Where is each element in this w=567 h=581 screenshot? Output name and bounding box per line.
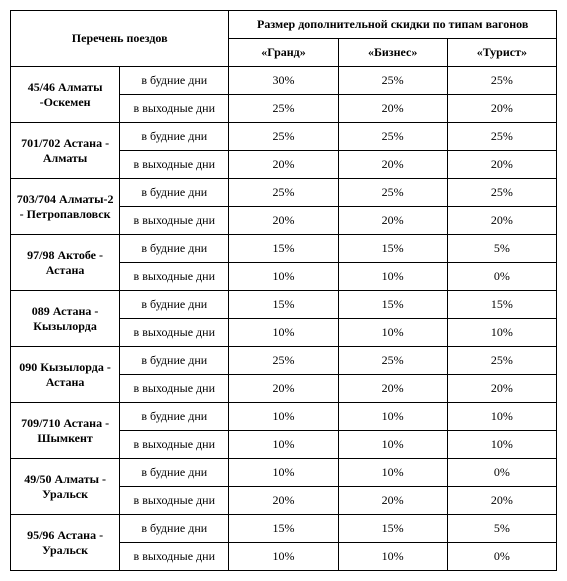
day-type-weekday: в будние дни [120, 123, 229, 151]
discount-value: 10% [229, 431, 338, 459]
train-name: 701/702 Астана - Алматы [11, 123, 120, 179]
header-grand: «Гранд» [229, 39, 338, 67]
discount-value: 20% [338, 151, 447, 179]
train-name: 709/710 Астана - Шымкент [11, 403, 120, 459]
day-type-weekday: в будние дни [120, 515, 229, 543]
discount-value: 20% [229, 487, 338, 515]
day-type-weekday: в будние дни [120, 67, 229, 95]
discount-value: 25% [229, 179, 338, 207]
day-type-weekend: в выходные дни [120, 95, 229, 123]
discount-value: 25% [229, 123, 338, 151]
discount-value: 25% [229, 95, 338, 123]
discount-value: 20% [447, 95, 556, 123]
discount-value: 10% [338, 263, 447, 291]
header-trains: Перечень поездов [11, 11, 229, 67]
discount-value: 15% [338, 235, 447, 263]
discount-value: 10% [447, 403, 556, 431]
discount-value: 30% [229, 67, 338, 95]
train-name: 97/98 Актобе - Астана [11, 235, 120, 291]
discount-value: 25% [447, 347, 556, 375]
day-type-weekend: в выходные дни [120, 151, 229, 179]
discount-value: 15% [229, 235, 338, 263]
day-type-weekend: в выходные дни [120, 431, 229, 459]
discount-value: 10% [338, 431, 447, 459]
discount-value: 25% [447, 179, 556, 207]
discount-value: 10% [338, 319, 447, 347]
discount-value: 25% [229, 347, 338, 375]
discount-value: 10% [338, 459, 447, 487]
header-business: «Бизнес» [338, 39, 447, 67]
discount-value: 20% [229, 375, 338, 403]
train-name: 95/96 Астана - Уральск [11, 515, 120, 571]
discount-value: 10% [447, 431, 556, 459]
day-type-weekday: в будние дни [120, 291, 229, 319]
discount-value: 25% [338, 67, 447, 95]
day-type-weekend: в выходные дни [120, 263, 229, 291]
day-type-weekday: в будние дни [120, 459, 229, 487]
discount-value: 20% [447, 375, 556, 403]
header-tourist: «Турист» [447, 39, 556, 67]
discount-value: 5% [447, 235, 556, 263]
discount-value: 20% [229, 151, 338, 179]
discount-value: 25% [338, 347, 447, 375]
discount-value: 0% [447, 459, 556, 487]
day-type-weekday: в будние дни [120, 347, 229, 375]
discount-table: Перечень поездов Размер дополнительной с… [10, 10, 557, 571]
discount-value: 20% [338, 207, 447, 235]
discount-value: 5% [447, 515, 556, 543]
train-name: 703/704 Алматы-2 - Петропавловск [11, 179, 120, 235]
discount-value: 20% [447, 151, 556, 179]
day-type-weekend: в выходные дни [120, 207, 229, 235]
discount-value: 15% [338, 291, 447, 319]
discount-value: 0% [447, 543, 556, 571]
discount-value: 10% [229, 319, 338, 347]
train-name: 089 Астана - Кызылорда [11, 291, 120, 347]
discount-value: 10% [338, 543, 447, 571]
discount-value: 25% [447, 123, 556, 151]
discount-value: 10% [229, 459, 338, 487]
discount-value: 10% [229, 263, 338, 291]
discount-value: 15% [447, 291, 556, 319]
discount-value: 20% [338, 487, 447, 515]
train-name: 090 Кызылорда - Астана [11, 347, 120, 403]
discount-value: 20% [447, 207, 556, 235]
discount-value: 0% [447, 263, 556, 291]
discount-value: 10% [229, 543, 338, 571]
discount-value: 20% [229, 207, 338, 235]
day-type-weekday: в будние дни [120, 403, 229, 431]
header-discount: Размер дополнительной скидки по типам ва… [229, 11, 557, 39]
discount-value: 25% [338, 179, 447, 207]
day-type-weekday: в будние дни [120, 235, 229, 263]
discount-value: 25% [338, 123, 447, 151]
day-type-weekend: в выходные дни [120, 375, 229, 403]
discount-value: 20% [447, 487, 556, 515]
discount-value: 10% [447, 319, 556, 347]
discount-value: 10% [338, 403, 447, 431]
day-type-weekday: в будние дни [120, 179, 229, 207]
discount-value: 15% [229, 291, 338, 319]
discount-value: 20% [338, 95, 447, 123]
discount-value: 15% [338, 515, 447, 543]
discount-value: 20% [338, 375, 447, 403]
day-type-weekend: в выходные дни [120, 319, 229, 347]
day-type-weekend: в выходные дни [120, 487, 229, 515]
train-name: 49/50 Алматы - Уральск [11, 459, 120, 515]
discount-value: 15% [229, 515, 338, 543]
day-type-weekend: в выходные дни [120, 543, 229, 571]
discount-value: 10% [229, 403, 338, 431]
train-name: 45/46 Алматы -Оскемен [11, 67, 120, 123]
discount-value: 25% [447, 67, 556, 95]
